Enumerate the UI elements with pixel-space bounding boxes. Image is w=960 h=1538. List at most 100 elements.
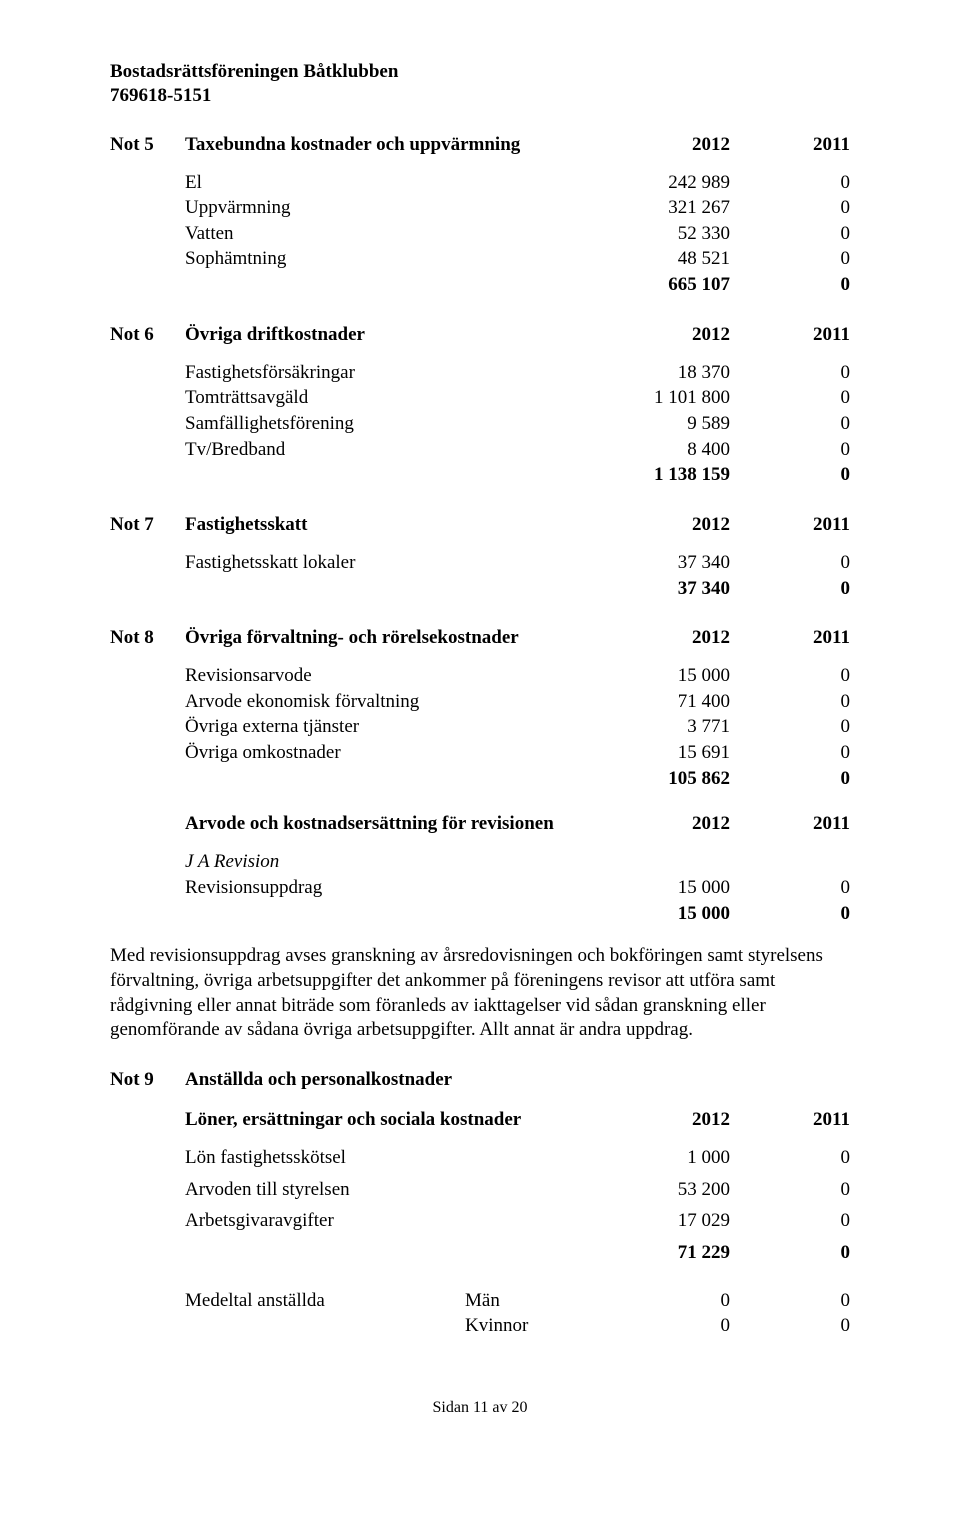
year-col-2: 2011: [730, 813, 850, 835]
row-val: 0: [730, 689, 850, 715]
row-val: 52 330: [610, 221, 730, 247]
note-label: Not 6: [110, 324, 185, 346]
total-val: 105 862: [610, 766, 730, 792]
row-val: 15 000: [610, 875, 730, 901]
year-col-1: 2012: [610, 813, 730, 835]
row-val: 0: [730, 1145, 850, 1171]
year-col-2: 2011: [730, 514, 850, 536]
row-val: 0: [730, 1313, 850, 1339]
note-7: Not 7 Fastighetsskatt 2012 2011 Fastighe…: [110, 514, 850, 601]
source-label: J A Revision: [185, 849, 610, 875]
note-label: Not 7: [110, 514, 185, 536]
row-val: 0: [730, 437, 850, 463]
row-label: Vatten: [185, 221, 610, 247]
row-val: 0: [730, 1288, 850, 1314]
total-val: 37 340: [610, 576, 730, 602]
total-val: 71 229: [610, 1240, 730, 1266]
row-val: 0: [730, 170, 850, 196]
row-val: 9 589: [610, 411, 730, 437]
row-val: 321 267: [610, 195, 730, 221]
row-val: 0: [610, 1313, 730, 1339]
row-val: 15 000: [610, 663, 730, 689]
row-label: Uppvärmning: [185, 195, 610, 221]
row-val: 1 000: [610, 1145, 730, 1171]
total-val: 15 000: [610, 901, 730, 927]
row-val: 0: [730, 740, 850, 766]
row-val: 15 691: [610, 740, 730, 766]
row-val: 0: [610, 1288, 730, 1314]
note-title: Taxebundna kostnader och uppvärmning: [185, 134, 610, 156]
row-val: 0: [730, 714, 850, 740]
medeltal-label: Medeltal anställda: [185, 1288, 465, 1314]
row-val: 0: [730, 221, 850, 247]
row-val: 71 400: [610, 689, 730, 715]
row-label: Arvoden till styrelsen: [185, 1177, 610, 1203]
row-label: Samfällighetsförening: [185, 411, 610, 437]
row-val: 1 101 800: [610, 385, 730, 411]
note-8: Not 8 Övriga förvaltning- och rörelsekos…: [110, 627, 850, 926]
note-5: Not 5 Taxebundna kostnader och uppvärmni…: [110, 134, 850, 298]
note-label: Not 9: [110, 1069, 185, 1091]
row-label: Lön fastighetsskötsel: [185, 1145, 610, 1171]
year-col-1: 2012: [610, 514, 730, 536]
note-6: Not 6 Övriga driftkostnader 2012 2011 Fa…: [110, 324, 850, 488]
org-number: 769618-5151: [110, 84, 850, 108]
row-label: Övriga externa tjänster: [185, 714, 610, 740]
row-val: 0: [730, 411, 850, 437]
row-val: 0: [730, 875, 850, 901]
note-title: Fastighetsskatt: [185, 514, 610, 536]
company-name: Bostadsrättsföreningen Båtklubben: [110, 60, 850, 84]
row-label: Arvode ekonomisk förvaltning: [185, 689, 610, 715]
row-val: 17 029: [610, 1208, 730, 1234]
sub-title: Löner, ersättningar och sociala kostnade…: [185, 1109, 610, 1131]
row-label: Övriga omkostnader: [185, 740, 610, 766]
note-title: Anställda och personalkostnader: [185, 1069, 610, 1091]
year-col-2: 2011: [730, 134, 850, 156]
year-col-1: 2012: [610, 1109, 730, 1131]
gender-label: Kvinnor: [465, 1313, 565, 1339]
total-val: 1 138 159: [610, 462, 730, 488]
paragraph-text: Med revisionsuppdrag avses granskning av…: [110, 944, 850, 1043]
row-val: 0: [730, 663, 850, 689]
row-val: 0: [730, 246, 850, 272]
total-val: 0: [730, 462, 850, 488]
total-val: 665 107: [610, 272, 730, 298]
row-val: 18 370: [610, 360, 730, 386]
row-val: 0: [730, 1208, 850, 1234]
row-label: Arbetsgivaravgifter: [185, 1208, 610, 1234]
year-col-1: 2012: [610, 134, 730, 156]
row-label: El: [185, 170, 610, 196]
gender-label: Män: [465, 1288, 565, 1314]
note-label: Not 5: [110, 134, 185, 156]
note-title: Övriga driftkostnader: [185, 324, 610, 346]
year-col-2: 2011: [730, 324, 850, 346]
row-label: Tomträttsavgäld: [185, 385, 610, 411]
row-val: 0: [730, 385, 850, 411]
row-val: 8 400: [610, 437, 730, 463]
total-val: 0: [730, 1240, 850, 1266]
row-val: 53 200: [610, 1177, 730, 1203]
page: Bostadsrättsföreningen Båtklubben 769618…: [0, 0, 960, 1457]
year-col-1: 2012: [610, 627, 730, 649]
total-val: 0: [730, 576, 850, 602]
year-col-2: 2011: [730, 627, 850, 649]
total-val: 0: [730, 766, 850, 792]
page-footer: Sidan 11 av 20: [110, 1399, 850, 1417]
total-val: 0: [730, 272, 850, 298]
row-val: 0: [730, 550, 850, 576]
total-val: 0: [730, 901, 850, 927]
row-val: 0: [730, 1177, 850, 1203]
row-val: 37 340: [610, 550, 730, 576]
note-label: Not 8: [110, 627, 185, 649]
row-label: Revisionsarvode: [185, 663, 610, 689]
row-label: Fastighetsförsäkringar: [185, 360, 610, 386]
note-9: Not 9 Anställda och personalkostnader Lö…: [110, 1069, 850, 1339]
year-col-1: 2012: [610, 324, 730, 346]
year-col-2: 2011: [730, 1109, 850, 1131]
row-val: 242 989: [610, 170, 730, 196]
row-val: 48 521: [610, 246, 730, 272]
row-val: 0: [730, 195, 850, 221]
row-val: 3 771: [610, 714, 730, 740]
row-val: 0: [730, 360, 850, 386]
note-title: Övriga förvaltning- och rörelsekostnader: [185, 627, 610, 649]
